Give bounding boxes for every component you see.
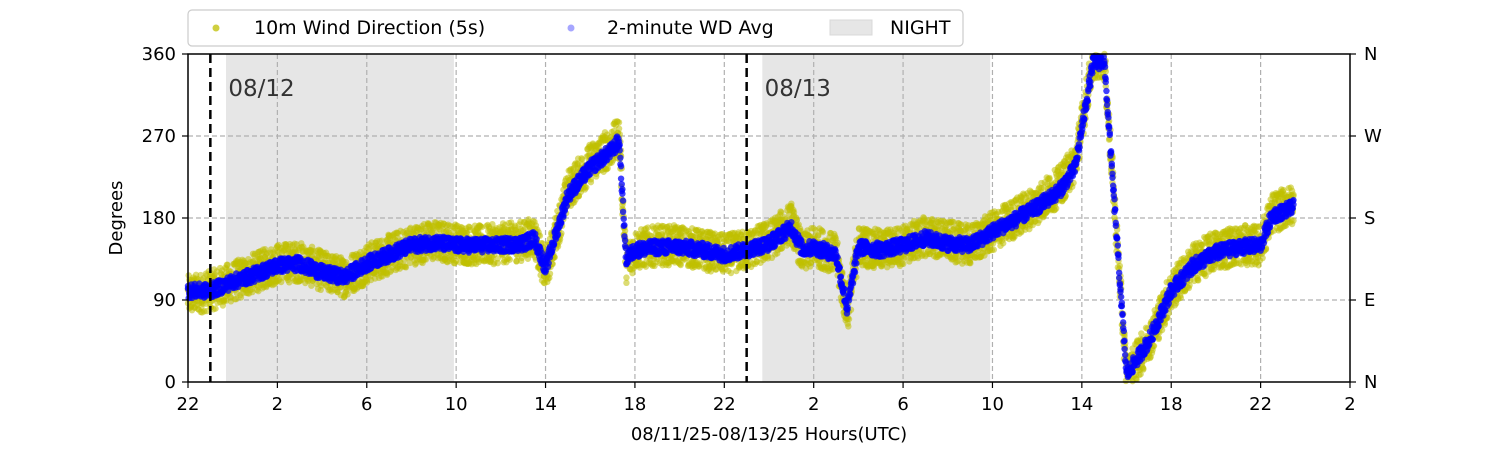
data-point <box>308 282 315 289</box>
data-point <box>1046 174 1053 182</box>
data-point <box>524 255 532 262</box>
data-point <box>1052 205 1060 212</box>
data-points <box>184 50 1297 385</box>
data-point <box>212 305 219 312</box>
data-point <box>1140 366 1147 373</box>
data-point <box>583 184 590 191</box>
data-point <box>990 246 998 253</box>
data-point <box>378 237 385 244</box>
data-point <box>845 323 852 330</box>
data-point <box>1155 335 1162 343</box>
data-point <box>788 200 795 207</box>
data-point <box>834 239 841 247</box>
data-point <box>1195 277 1202 284</box>
data-point <box>203 307 210 315</box>
data-point <box>1259 254 1266 262</box>
grid-lines <box>188 54 1350 382</box>
data-point <box>551 254 558 261</box>
data-point <box>615 125 623 132</box>
data-point <box>494 259 501 267</box>
data-point <box>900 260 907 268</box>
data-point <box>506 256 513 263</box>
data-point <box>1290 217 1297 224</box>
data-point <box>1116 262 1124 270</box>
data-point <box>1177 294 1185 301</box>
data-point <box>422 256 430 263</box>
data-point <box>489 220 496 228</box>
data-point <box>623 274 630 281</box>
data-point <box>224 261 231 269</box>
data-point <box>406 259 414 267</box>
data-point <box>819 228 827 236</box>
data-point <box>967 260 974 267</box>
data-point <box>494 255 501 262</box>
data-point <box>615 119 623 126</box>
data-point <box>845 315 853 323</box>
data-point <box>286 279 293 286</box>
data-point <box>402 264 410 271</box>
data-point <box>344 291 351 298</box>
data-point <box>513 257 520 265</box>
